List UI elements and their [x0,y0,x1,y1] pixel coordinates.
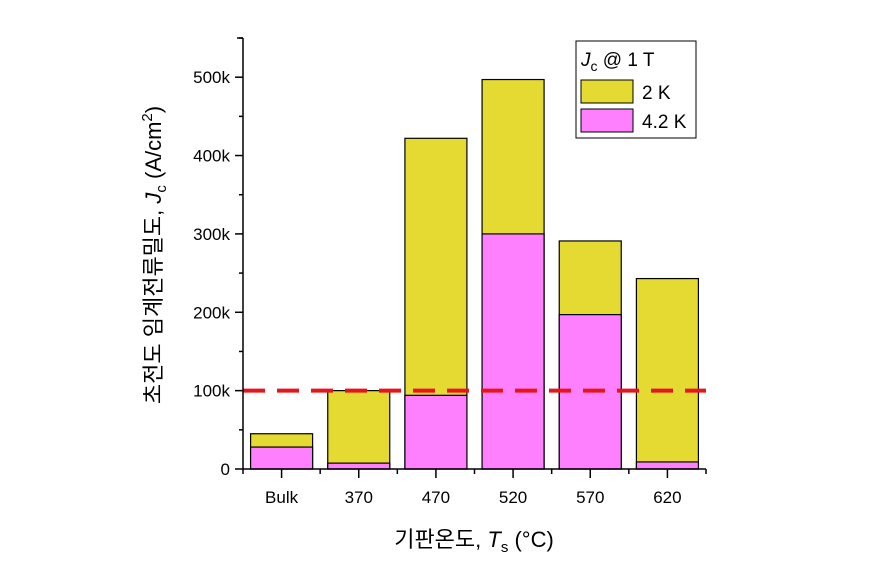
bar-370-2-K [327,390,391,470]
bar-520-4-2-K [481,233,545,470]
x-tick-labels: Bulk 370 470 520 570 620 [265,488,682,507]
x-tick-label: 370 [345,488,373,507]
x-tick-label: 470 [422,488,450,507]
y-axis-title: 초전도 임계전류밀도, Jc (A/cm2) [139,106,170,404]
y-tick-labels: 0 100k 200k 300k 400k 500k [193,68,230,479]
legend-swatch-2k [580,79,634,104]
x-tick-label: 620 [653,488,681,507]
y-tick-label: 400k [193,147,230,166]
bar-370-4-2-K [327,462,391,470]
bar-620-4-2-K [635,461,700,470]
x-tick-label: 520 [499,488,527,507]
bars-layer [249,78,700,470]
axes [235,37,707,478]
legend: Jc @ 1 T 2 K 4.2 K [575,40,697,139]
x-tick-label: 570 [576,488,604,507]
legend-label-2k: 2 K [642,83,671,104]
y-tick-label: 300k [193,225,230,244]
legend-title: Jc @ 1 T [580,50,655,74]
bar-620-2-K [635,277,700,470]
bar-470-4-2-K [404,394,468,470]
x-axis-title: 기판온도, Ts (°C) [394,527,554,556]
x-tick-label: Bulk [265,488,299,507]
legend-label-4-2k: 4.2 K [642,112,687,133]
y-tick-label: 200k [193,303,230,322]
y-tick-label: 100k [193,382,230,401]
legend-swatch-4-2k [580,108,634,133]
y-tick-label: 500k [193,68,230,87]
bar-Bulk-4-2-K [249,446,314,470]
y-tick-label: 0 [221,460,230,479]
